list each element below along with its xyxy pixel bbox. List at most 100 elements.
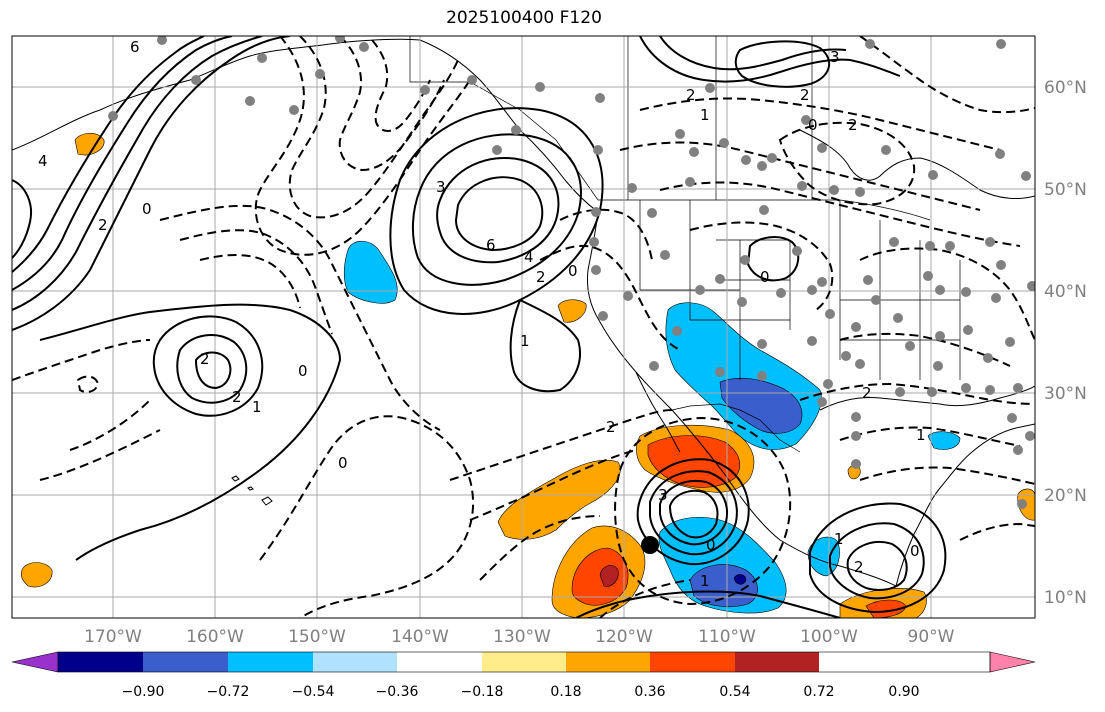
contour-northeast-1: [639, 36, 901, 83]
contour-left-loop: [12, 179, 32, 259]
contour-dash-tropics-1: [449, 409, 673, 481]
storm-center-marker: [641, 536, 659, 554]
contour-dash-interior-2: [639, 97, 1001, 151]
shade-navy-south-mexico: [733, 574, 747, 585]
contour-dash-east-2: [859, 247, 1035, 341]
shade-orange-ne-pacific: [74, 132, 105, 156]
colorbar-segment: [58, 652, 143, 672]
contour-dash-gulf-1: [799, 382, 1035, 405]
border-us-mexico: [671, 403, 801, 453]
contour-left-ridge-2: [12, 36, 263, 311]
contour-central-am-2: [829, 522, 925, 600]
contour-label: 2: [606, 418, 616, 436]
contour-trough-1: [509, 299, 581, 393]
contour-label: 2: [854, 558, 864, 576]
contour-label: 2: [200, 350, 210, 368]
longitude-labels: 170°W 160°W 150°W 140°W 130°W 120°W 110°…: [84, 627, 955, 647]
lon-label: 100°W: [800, 627, 858, 647]
colorbar-segment: [482, 652, 566, 672]
contour-tc-2: [649, 470, 738, 556]
colorbar-extend-high: [989, 651, 1036, 673]
contour-dash-east-1: [778, 121, 916, 206]
lon-label: 120°W: [595, 627, 653, 647]
contour-dash-gulf-3: [859, 466, 1035, 485]
colorbar-tick-label: −0.54: [292, 684, 335, 700]
contour-dash-tropics-3: [479, 515, 601, 581]
contour-label: 2: [800, 86, 810, 104]
lat-label: 60°N: [1044, 78, 1087, 98]
coastlines: [12, 38, 1035, 587]
station-dots: [108, 36, 1035, 509]
contour-dash-pacific-loop: [76, 375, 100, 393]
contour-west-broad: [39, 303, 342, 561]
contour-label: 0: [706, 536, 716, 554]
lat-label: 10°N: [1044, 588, 1087, 608]
shade-darkred-tropical-s: [599, 565, 619, 587]
contour-dash-coast-1: [539, 244, 681, 351]
contour-label: 0: [568, 262, 578, 280]
contour-dash-tropics-2: [469, 449, 637, 521]
contour-high-4: [454, 176, 544, 252]
lon-label: 90°W: [908, 627, 955, 647]
contour-dash-east-3: [839, 332, 1011, 367]
contour-dash-mid-3: [199, 254, 301, 309]
contour-dash-far-north: [859, 36, 1035, 114]
contour-tc-3: [659, 480, 728, 546]
lon-label: 170°W: [84, 627, 142, 647]
colorbar-segment: [143, 652, 228, 672]
contour-dash-south-1: [599, 579, 691, 618]
coast-gulf-north: [819, 385, 1035, 411]
colorbar-tick-label: −0.36: [376, 684, 419, 700]
coast-mexico-west: [671, 409, 897, 587]
contour-label: 6: [130, 38, 140, 56]
colorbar-tick-label: 0.72: [803, 684, 834, 700]
contour-northeast-2: [659, 36, 847, 71]
contour-dash-interior-1: [619, 141, 981, 211]
contour-north-low: [734, 40, 831, 88]
contour-label: 1: [520, 332, 530, 350]
coast-baja: [635, 371, 681, 453]
lat-label: 20°N: [1044, 486, 1087, 506]
lat-label: 40°N: [1044, 282, 1087, 302]
contour-dash-north-4: [371, 39, 431, 132]
contour-left-ridge-1: [12, 36, 291, 331]
lon-label: 110°W: [698, 627, 756, 647]
contour-left-ridge-3: [12, 36, 233, 291]
shade-blue-offshore: [343, 240, 398, 304]
map-frame: [11, 35, 1036, 619]
contour-west-low-1: [152, 315, 264, 417]
contour-label: 1: [700, 106, 710, 124]
contour-tc-1: [636, 458, 750, 566]
contour-plains-low: [746, 236, 800, 282]
contour-west-low-2: [176, 334, 248, 404]
shade-orange-far-west: [20, 562, 53, 588]
contour-high-3: [436, 156, 560, 264]
contour-dash-north-1: [254, 36, 471, 256]
coast-hawaii: [231, 475, 273, 506]
contour-label: 1: [916, 426, 926, 444]
contour-labels: 6 4 2 0 1 3 6 4 2 0 2 2 1 0 0 2 1 3 0 2 …: [38, 38, 926, 590]
colorbar-ticks: −0.90 −0.72 −0.54 −0.36 −0.18 0.18 0.36 …: [122, 684, 920, 700]
latitude-labels: 60°N 50°N 40°N 30°N 20°N 10°N: [1044, 78, 1087, 608]
contour-dash-mid-2: [179, 229, 333, 335]
colorbar-outline: [57, 651, 991, 673]
colorbar-segment: [650, 652, 735, 672]
colorbar-extend-low: [11, 651, 59, 673]
contour-label: 2: [686, 86, 696, 104]
contour-dash-mid-1: [159, 204, 441, 431]
colorbar: [11, 651, 1036, 673]
lon-label: 140°W: [391, 627, 449, 647]
colorbar-segment: [397, 652, 482, 672]
colorbar-segment: [228, 652, 313, 672]
contour-label: 4: [524, 248, 534, 266]
colorbar-segment: [313, 652, 397, 672]
contour-central-am-1: [809, 502, 947, 614]
lon-label: 130°W: [493, 627, 551, 647]
contour-label: 3: [658, 486, 668, 504]
colorbar-tick-label: −0.72: [207, 684, 250, 700]
colorbar-tick-label: 0.36: [634, 684, 665, 700]
contour-label: 0: [142, 200, 152, 218]
contour-label: 1: [834, 530, 844, 548]
contour-label: 2: [848, 116, 858, 134]
